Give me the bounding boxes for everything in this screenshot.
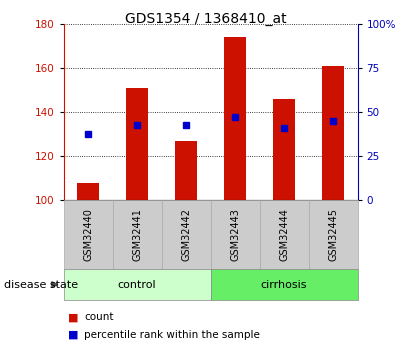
Text: GSM32445: GSM32445 xyxy=(328,208,338,261)
FancyBboxPatch shape xyxy=(64,269,211,300)
FancyBboxPatch shape xyxy=(309,200,358,269)
Text: GSM32444: GSM32444 xyxy=(279,208,289,261)
Text: GSM32441: GSM32441 xyxy=(132,208,142,261)
Text: cirrhosis: cirrhosis xyxy=(261,280,307,289)
FancyBboxPatch shape xyxy=(64,200,113,269)
Bar xyxy=(322,66,344,200)
Bar xyxy=(126,88,148,200)
Text: GDS1354 / 1368410_at: GDS1354 / 1368410_at xyxy=(125,12,286,26)
FancyBboxPatch shape xyxy=(162,200,211,269)
FancyBboxPatch shape xyxy=(211,269,358,300)
Text: ■: ■ xyxy=(68,330,79,339)
FancyBboxPatch shape xyxy=(113,200,162,269)
Text: percentile rank within the sample: percentile rank within the sample xyxy=(84,330,260,339)
FancyBboxPatch shape xyxy=(211,200,260,269)
Bar xyxy=(273,99,295,200)
Text: disease state: disease state xyxy=(4,280,78,289)
Text: GSM32442: GSM32442 xyxy=(181,208,191,261)
Text: ■: ■ xyxy=(68,313,79,322)
Text: count: count xyxy=(84,313,114,322)
Text: GSM32443: GSM32443 xyxy=(230,208,240,261)
Bar xyxy=(175,141,197,200)
Bar xyxy=(224,37,246,200)
Bar xyxy=(77,183,99,200)
FancyBboxPatch shape xyxy=(260,200,309,269)
Text: control: control xyxy=(118,280,157,289)
Text: GSM32440: GSM32440 xyxy=(83,208,93,261)
